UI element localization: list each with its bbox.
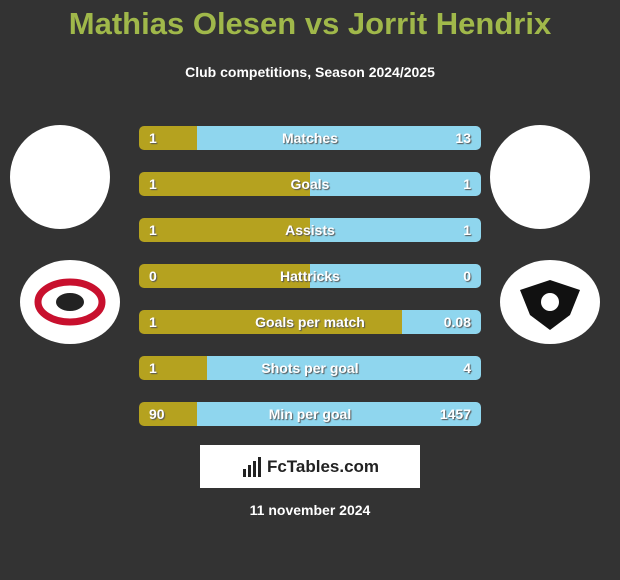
right-bar bbox=[197, 126, 481, 150]
subtitle: Club competitions, Season 2024/2025 bbox=[185, 64, 435, 80]
left-bar bbox=[139, 172, 310, 196]
left-value: 1 bbox=[149, 130, 157, 146]
left-value: 1 bbox=[149, 222, 157, 238]
club-logo bbox=[20, 260, 120, 344]
right-bar bbox=[310, 172, 481, 196]
stat-bar: Hattricks 0 0 bbox=[139, 264, 481, 288]
right-bar bbox=[197, 402, 481, 426]
left-value: 1 bbox=[149, 176, 157, 192]
stat-label: Goals bbox=[290, 176, 330, 192]
stat-bar: Shots per goal 1 4 bbox=[139, 356, 481, 380]
left-bar bbox=[139, 310, 403, 334]
logo-art bbox=[520, 280, 580, 330]
left-value: 1 bbox=[149, 360, 157, 376]
left-bar bbox=[139, 126, 198, 150]
left-bar bbox=[139, 264, 310, 288]
right-value: 4 bbox=[463, 360, 471, 376]
right-bar bbox=[310, 264, 481, 288]
left-bar bbox=[139, 218, 310, 242]
right-bar bbox=[310, 218, 481, 242]
stat-label: Min per goal bbox=[268, 406, 352, 422]
right-value: 1457 bbox=[439, 406, 471, 422]
logo-art bbox=[34, 278, 106, 326]
stat-bar: Goals per match 1 0.08 bbox=[139, 310, 481, 334]
stat-label: Assists bbox=[285, 222, 335, 238]
left-value: 90 bbox=[149, 406, 165, 422]
right-value: 0.08 bbox=[443, 314, 471, 330]
date: 11 november 2024 bbox=[249, 502, 371, 518]
stat-label: Goals per match bbox=[255, 314, 365, 330]
right-value: 0 bbox=[463, 268, 471, 284]
right-value: 1 bbox=[463, 176, 471, 192]
brand: FcTables.com bbox=[200, 445, 420, 488]
left-value: 0 bbox=[149, 268, 157, 284]
title: Mathias Olesen vs Jorrit Hendrix bbox=[68, 6, 552, 41]
stat-bar: Matches 1 13 bbox=[139, 126, 481, 150]
brand-text: FcTables.com bbox=[266, 456, 380, 476]
stat-label: Matches bbox=[281, 130, 339, 146]
player-photo bbox=[10, 125, 110, 229]
right-bar bbox=[402, 310, 481, 334]
stat-label: Hattricks bbox=[280, 268, 340, 284]
club-logo bbox=[500, 260, 600, 344]
left-value: 1 bbox=[149, 314, 157, 330]
right-bar bbox=[207, 356, 481, 380]
brand-icon bbox=[242, 456, 261, 477]
stat-bar: Goals 1 1 bbox=[139, 172, 481, 196]
left-bar bbox=[139, 356, 208, 380]
stat-bar: Assists 1 1 bbox=[139, 218, 481, 242]
stat-bar: Min per goal 90 1457 bbox=[139, 402, 481, 426]
right-value: 13 bbox=[455, 130, 471, 146]
left-bar bbox=[139, 402, 198, 426]
right-value: 1 bbox=[463, 222, 471, 238]
stat-label: Shots per goal bbox=[261, 360, 359, 376]
player-photo bbox=[490, 125, 590, 229]
